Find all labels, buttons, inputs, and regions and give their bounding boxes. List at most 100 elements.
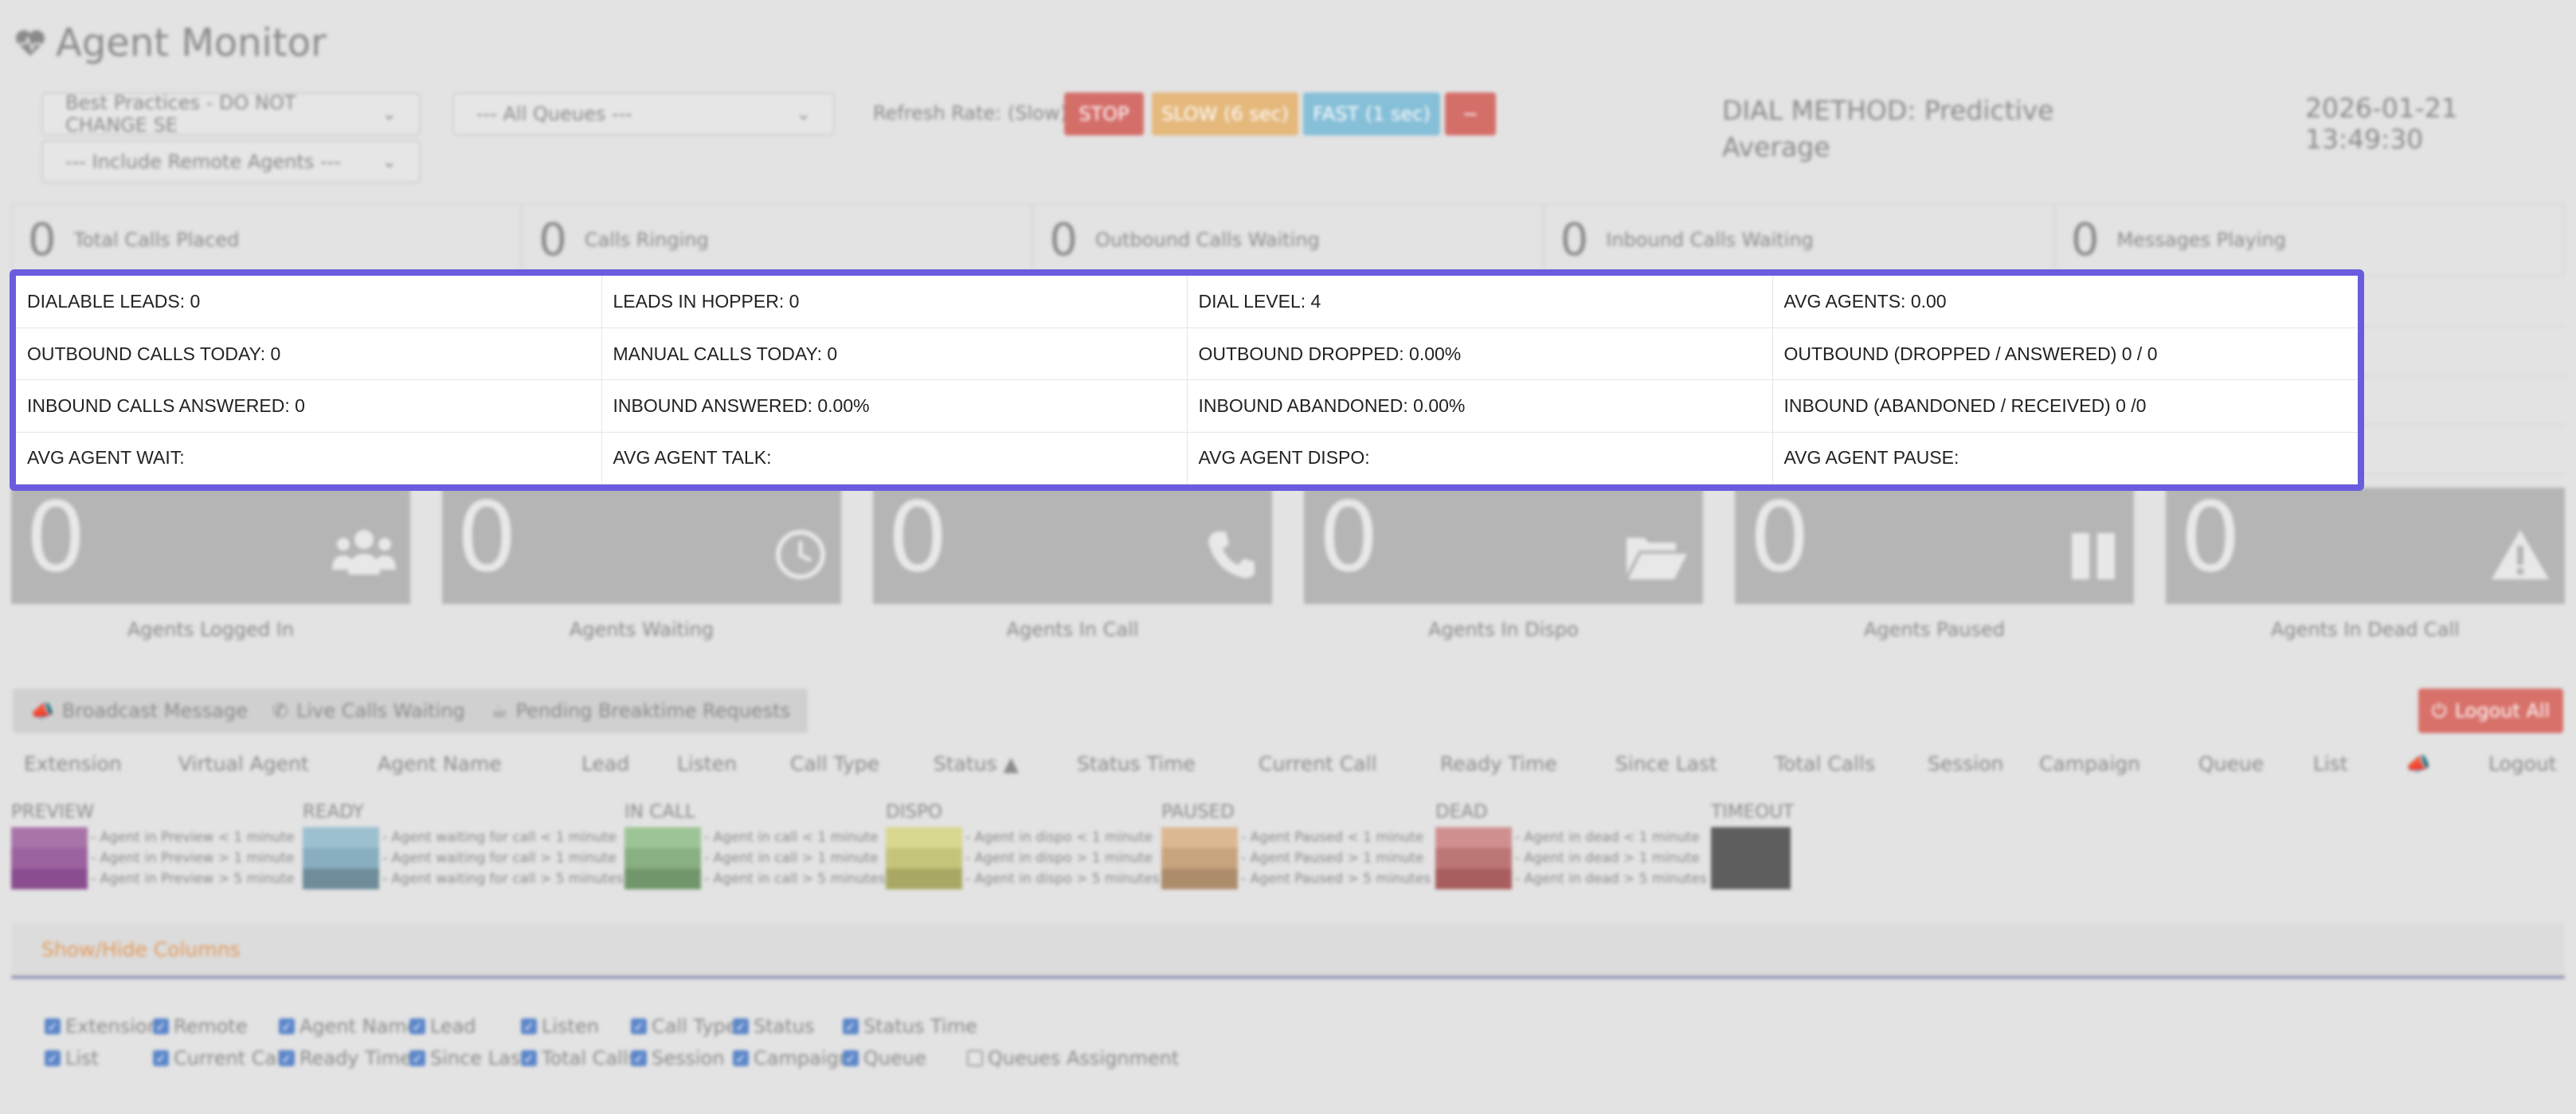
stat-label: Inbound Calls Waiting bbox=[1606, 229, 1814, 251]
column-header-since-last[interactable]: Since Last bbox=[1615, 752, 1717, 775]
column-header-queue[interactable]: Queue bbox=[2198, 752, 2265, 775]
stat-value: 0 bbox=[1560, 214, 1589, 266]
summary-outbound-dropped: OUTBOUND DROPPED: 0.00% bbox=[1187, 328, 1773, 381]
legend-swatch bbox=[1711, 827, 1791, 889]
page-title-text: Agent Monitor bbox=[56, 21, 327, 65]
legend-swatch bbox=[11, 827, 88, 848]
stat-total-calls-placed: 0 Total Calls Placed bbox=[11, 204, 523, 276]
stat-label: Messages Playing bbox=[2116, 229, 2286, 251]
tile-label: Agents In Call bbox=[1006, 618, 1139, 641]
column-header-lead[interactable]: Lead bbox=[581, 752, 630, 775]
checkbox-call-type[interactable]: ✓ Call Type bbox=[631, 1015, 738, 1038]
live-calls-waiting-label: Live Calls Waiting bbox=[296, 700, 465, 722]
checkbox-listen[interactable]: ✓ Listen bbox=[521, 1015, 599, 1038]
checkbox-current-call[interactable]: ✓ Current Call bbox=[153, 1047, 288, 1069]
phone-icon bbox=[1205, 528, 1258, 594]
tile-agents-in-dispo[interactable]: 0 Agents In Dispo bbox=[1304, 483, 1703, 641]
checkbox-label: Status bbox=[754, 1015, 815, 1038]
remote-agents-select[interactable]: --- Include Remote Agents --- ⌄ bbox=[41, 140, 421, 183]
legend-text: - Agent in call > 5 minutes bbox=[704, 871, 886, 887]
column-header-status[interactable]: Status ▲ bbox=[934, 752, 1019, 775]
broadcast-message-button[interactable]: 📣 Broadcast Message bbox=[13, 688, 265, 733]
campaign-select[interactable]: Best Practices - DO NOT CHANGE SE ⌄ bbox=[41, 92, 421, 136]
column-header-ready-time[interactable]: Ready Time bbox=[1440, 752, 1557, 775]
logout-all-button[interactable]: ⏻ Logout All bbox=[2418, 688, 2563, 733]
legend-preview: PREVIEW - Agent in Preview < 1 minute - … bbox=[11, 802, 295, 889]
checkbox-queue[interactable]: ✓ Queue bbox=[843, 1047, 926, 1069]
bullhorn-icon[interactable]: 📣 bbox=[2406, 752, 2431, 775]
checkbox-since-last[interactable]: ✓ Since Last bbox=[409, 1047, 528, 1069]
chevron-down-icon: ⌄ bbox=[382, 151, 397, 172]
fast-button[interactable]: FAST (1 sec) bbox=[1303, 92, 1440, 135]
checkbox-queues-assignment[interactable]: Queues Assignment bbox=[967, 1047, 1179, 1069]
summary-inbound-answered-pct: INBOUND ANSWERED: 0.00% bbox=[601, 379, 1188, 433]
minus-button[interactable]: − bbox=[1445, 92, 1496, 135]
tile-box: 0 bbox=[2166, 483, 2565, 604]
tile-agents-logged-in[interactable]: 0 Agents Logged In bbox=[11, 483, 410, 641]
tile-label: Agents Waiting bbox=[569, 618, 714, 641]
column-header-current-call[interactable]: Current Call bbox=[1259, 752, 1377, 775]
folder-open-icon bbox=[1625, 528, 1689, 594]
pending-breaktime-requests-button[interactable]: ☕ Pending Breaktime Requests bbox=[473, 688, 808, 733]
column-header-status-time[interactable]: Status Time bbox=[1077, 752, 1196, 775]
call-stats-row: 0 Total Calls Placed 0 Calls Ringing 0 Outb… bbox=[11, 204, 2566, 276]
column-header-extension[interactable]: Extension bbox=[24, 752, 122, 775]
column-header-total-calls[interactable]: Total Calls bbox=[1775, 752, 1876, 775]
checkbox-checked-icon: ✓ bbox=[733, 1018, 749, 1034]
checkbox-checked-icon: ✓ bbox=[409, 1050, 425, 1066]
checkbox-extension[interactable]: ✓ Extension bbox=[45, 1015, 159, 1038]
checkbox-total-calls[interactable]: ✓ Total Calls bbox=[521, 1047, 638, 1069]
column-header-listen[interactable]: Listen bbox=[677, 752, 737, 775]
checkbox-status-time[interactable]: ✓ Status Time bbox=[843, 1015, 977, 1038]
tile-agents-waiting[interactable]: 0 Agents Waiting bbox=[442, 483, 841, 641]
checkbox-label: Queue bbox=[863, 1047, 926, 1069]
column-header-campaign[interactable]: Campaign bbox=[2039, 752, 2140, 775]
checkbox-agent-name[interactable]: ✓ Agent Name bbox=[279, 1015, 418, 1038]
show-hide-columns-toggle[interactable]: Show/Hide Columns bbox=[11, 923, 2565, 979]
checkbox-session[interactable]: ✓ Session bbox=[631, 1047, 725, 1069]
checkbox-status[interactable]: ✓ Status bbox=[733, 1015, 814, 1038]
column-header-call-type[interactable]: Call Type bbox=[790, 752, 880, 775]
tile-agents-paused[interactable]: 0 Agents Paused bbox=[1735, 483, 2134, 641]
checkbox-lead[interactable]: ✓ Lead bbox=[409, 1015, 476, 1038]
column-header-virtual-agent[interactable]: Virtual Agent bbox=[178, 752, 309, 775]
legend-swatch bbox=[303, 869, 379, 889]
queue-select-value: --- All Queues --- bbox=[476, 103, 632, 125]
legend-ready: READY - Agent waiting for call < 1 minut… bbox=[303, 802, 624, 889]
legend-swatch bbox=[624, 869, 701, 889]
stat-value: 0 bbox=[28, 214, 57, 266]
checkbox-label: Lead bbox=[430, 1015, 476, 1038]
legend-swatch bbox=[1161, 827, 1238, 848]
live-calls-waiting-button[interactable]: ✆ Live Calls Waiting bbox=[255, 688, 483, 733]
checkbox-list[interactable]: ✓ List bbox=[45, 1047, 99, 1069]
coffee-icon: ☕ bbox=[491, 700, 508, 722]
summary-avg-agent-talk: AVG AGENT TALK: bbox=[601, 432, 1188, 485]
stat-label: Outbound Calls Waiting bbox=[1095, 229, 1320, 251]
legend-swatch bbox=[624, 827, 701, 848]
column-header-logout[interactable]: Logout bbox=[2488, 752, 2557, 775]
tile-agents-in-dead-call[interactable]: 0 Agents In Dead Call bbox=[2166, 483, 2565, 641]
column-header-session[interactable]: Session bbox=[1928, 752, 2004, 775]
checkbox-ready-time[interactable]: ✓ Ready Time bbox=[279, 1047, 412, 1069]
checkbox-checked-icon: ✓ bbox=[409, 1018, 425, 1034]
queue-select[interactable]: --- All Queues --- ⌄ bbox=[452, 92, 835, 135]
checkbox-label: Call Type bbox=[652, 1015, 738, 1038]
summary-dial-level: DIAL LEVEL: 4 bbox=[1187, 276, 1773, 328]
campaign-summary-panel: DIALABLE LEADS: 0 LEADS IN HOPPER: 0 DIA… bbox=[10, 269, 2364, 491]
checkbox-checked-icon: ✓ bbox=[521, 1050, 537, 1066]
power-icon: ⏻ bbox=[2431, 700, 2447, 722]
checkbox-remote[interactable]: ✓ Remote bbox=[153, 1015, 248, 1038]
tile-agents-in-call[interactable]: 0 Agents In Call bbox=[873, 483, 1272, 641]
checkbox-label: Ready Time bbox=[299, 1047, 412, 1069]
stop-button[interactable]: STOP bbox=[1064, 92, 1144, 135]
slow-button[interactable]: SLOW (6 sec) bbox=[1152, 92, 1298, 135]
column-header-list[interactable]: List bbox=[2313, 752, 2348, 775]
agent-status-tiles: 0 Agents Logged In 0 Agents Waiting 0 bbox=[11, 483, 2565, 641]
column-header-agent-name[interactable]: Agent Name bbox=[378, 752, 502, 775]
legend-title: READY bbox=[303, 802, 364, 822]
stat-value: 0 bbox=[2070, 214, 2100, 266]
checkbox-campaign[interactable]: ✓ Campaign bbox=[733, 1047, 851, 1069]
checkbox-label: Total Calls bbox=[542, 1047, 638, 1069]
legend-text: - Agent in call < 1 minute bbox=[704, 830, 879, 845]
